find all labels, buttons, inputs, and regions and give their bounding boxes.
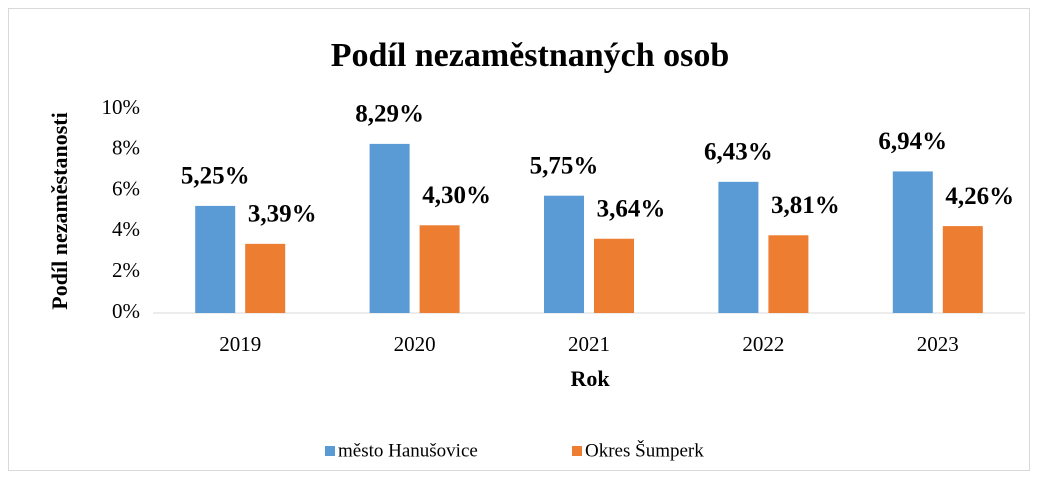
legend-swatch (325, 446, 335, 456)
bar (718, 181, 759, 313)
y-tick-label: 8% (112, 136, 140, 160)
x-tick-label: 2020 (394, 332, 436, 356)
bar (195, 205, 236, 313)
value-label: 3,64% (597, 195, 666, 222)
chart-title: Podíl nezaměstnaných osob (331, 37, 730, 74)
bar (369, 143, 410, 313)
value-label: 3,81% (771, 192, 840, 219)
bar (245, 243, 286, 313)
legend-swatch (572, 446, 582, 456)
value-label: 6,43% (704, 139, 773, 166)
y-axis-title: Podíl nezaměstanosti (47, 112, 72, 309)
x-tick-label: 2023 (917, 332, 959, 356)
value-label: 5,25% (181, 163, 250, 190)
legend-label: město Hanušovice (338, 440, 478, 461)
bar (942, 226, 983, 313)
legend-label: Okres Šumperk (585, 439, 704, 461)
value-label: 6,94% (878, 128, 947, 155)
value-label: 5,75% (530, 152, 599, 179)
x-tick-label: 2021 (568, 332, 610, 356)
y-tick-label: 4% (112, 217, 140, 241)
x-axis-title: Rok (570, 366, 610, 391)
y-tick-label: 10% (102, 95, 141, 119)
y-tick-label: 0% (112, 299, 140, 323)
value-label: 8,29% (355, 101, 424, 128)
chart-border (8, 8, 1030, 471)
bar (892, 171, 933, 313)
bar (594, 238, 634, 313)
x-tick-label: 2019 (219, 332, 261, 356)
y-tick-label: 6% (112, 176, 140, 200)
value-label: 4,26% (945, 183, 1014, 210)
bar (419, 225, 460, 313)
value-label: 3,39% (248, 201, 317, 228)
value-label: 4,30% (422, 182, 491, 209)
x-tick-label: 2022 (742, 332, 784, 356)
y-tick-label: 2% (112, 258, 140, 282)
bar (768, 235, 809, 313)
bar (544, 195, 584, 313)
